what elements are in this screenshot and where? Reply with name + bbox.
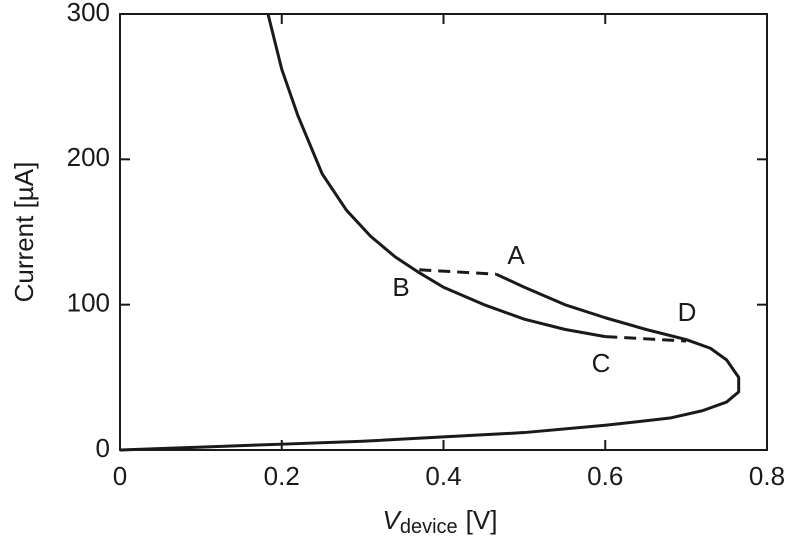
dashed-line <box>605 335 687 343</box>
x-tick-label: 0 <box>113 461 127 491</box>
x-tick-label: 0.6 <box>587 461 623 491</box>
x-label-unit: [V] <box>466 505 498 535</box>
dashed-line <box>419 268 497 276</box>
y-axis-label: Current [µA] <box>9 162 39 303</box>
point-annotation: D <box>678 297 697 327</box>
y-tick-label: 100 <box>67 288 110 318</box>
y-tick-label: 0 <box>96 433 110 463</box>
x-label-symbol: V <box>383 505 403 535</box>
plot-frame <box>119 13 768 451</box>
y-tick-label: 300 <box>67 0 110 27</box>
x-tick-label: 0.2 <box>264 461 300 491</box>
x-label-subscript: device <box>400 516 458 538</box>
curve <box>119 272 741 452</box>
x-axis-label: Vdevice [V] <box>383 505 498 538</box>
point-annotation: A <box>507 240 525 270</box>
point-annotation: C <box>592 348 611 378</box>
point-annotation: B <box>392 272 409 302</box>
y-tick-label: 200 <box>67 142 110 172</box>
curve <box>266 13 606 339</box>
x-tick-label: 0.8 <box>749 461 785 491</box>
x-tick-label: 0.4 <box>425 461 461 491</box>
